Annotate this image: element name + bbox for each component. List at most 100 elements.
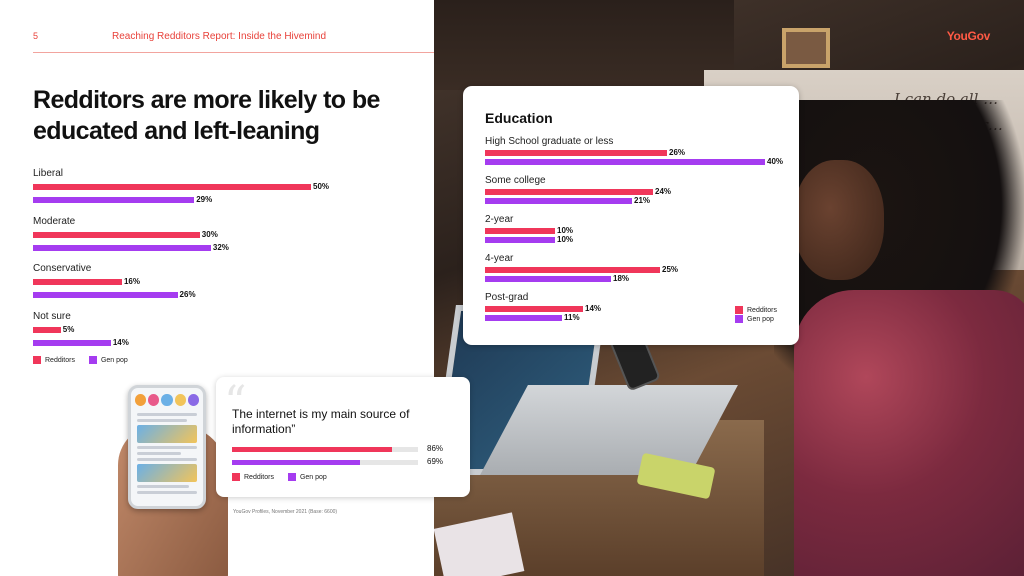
legend-item: Redditors xyxy=(232,473,274,481)
legend-label: Redditors xyxy=(244,473,274,481)
phone-mockup xyxy=(128,385,206,509)
internet-source-card: “ The internet is my main source of info… xyxy=(216,377,470,497)
avatar xyxy=(187,394,200,406)
bar-value-label: 86% xyxy=(427,444,444,453)
bar xyxy=(485,198,632,204)
category-label: Not sure xyxy=(33,310,71,322)
report-title: Reaching Redditors Report: Inside the Hi… xyxy=(112,31,326,42)
legend-label: Redditors xyxy=(45,356,75,364)
bar-value-label: 10% xyxy=(557,226,574,235)
bar xyxy=(33,279,122,285)
legend-item: Gen pop xyxy=(735,315,774,323)
avatar xyxy=(174,394,186,406)
legend-item: Redditors xyxy=(33,356,75,364)
category-label: Conservative xyxy=(33,263,92,274)
bar xyxy=(33,292,178,298)
bar-value-label: 5% xyxy=(62,324,75,334)
photo-frame xyxy=(782,28,830,68)
story-avatars xyxy=(131,388,203,410)
quote-text: The internet is my main source of inform… xyxy=(232,407,410,436)
bar xyxy=(485,306,583,312)
bar-value-label: 50% xyxy=(313,182,330,191)
legend-label: Gen pop xyxy=(100,356,128,364)
legend-item: Redditors xyxy=(735,306,777,314)
bar-value-label: 29% xyxy=(196,195,213,204)
page-number: 5 xyxy=(33,31,39,41)
bar xyxy=(33,244,211,251)
bar-value-label: 16% xyxy=(123,277,140,286)
bar xyxy=(33,197,195,203)
bar-value-label: 32% xyxy=(212,242,229,252)
legend-swatch xyxy=(33,356,41,364)
bar xyxy=(232,447,392,452)
chart-legend: Redditors Gen pop xyxy=(33,356,142,364)
legend-swatch xyxy=(232,473,240,481)
bar-track xyxy=(232,460,418,465)
avatar xyxy=(161,394,173,406)
feed-line xyxy=(137,419,187,422)
chart-legend: Redditors Gen pop xyxy=(232,473,341,481)
bar xyxy=(33,231,200,238)
quote-mark-icon: “ xyxy=(224,377,247,428)
legend-label: Gen pop xyxy=(747,315,774,323)
education-chart: High School graduate or less 26% 40% Some c… xyxy=(485,136,791,336)
brand-logo: YouGov xyxy=(946,29,991,43)
bar-value-label: 69% xyxy=(427,457,444,466)
bar-value-label: 30% xyxy=(201,229,218,239)
category-label: Some college xyxy=(485,175,546,186)
bar xyxy=(33,339,111,346)
bar-value-label: 10% xyxy=(557,235,574,244)
feed-line xyxy=(137,485,189,488)
feed-line xyxy=(137,452,181,455)
background-photo: I can do all … through Chr… strengt… xyxy=(434,0,1024,576)
phone-in-hand-illustration xyxy=(118,385,228,576)
bar xyxy=(485,267,660,273)
bar xyxy=(33,326,61,333)
feed-image xyxy=(137,425,197,443)
bar xyxy=(485,315,562,321)
feed-line xyxy=(137,413,197,416)
bar-value-label: 14% xyxy=(585,304,602,313)
bar xyxy=(485,189,653,195)
page-headline: Redditors are more likely to be educated… xyxy=(33,86,380,145)
bar-value-label: 21% xyxy=(634,196,651,205)
feed-line xyxy=(137,491,197,494)
bar xyxy=(232,460,361,465)
photo-shelf xyxy=(434,0,734,90)
category-label: Post-grad xyxy=(485,292,529,303)
chart-legend: Redditors Gen pop xyxy=(735,306,791,324)
category-label: Moderate xyxy=(33,215,76,227)
legend-label: Redditors xyxy=(747,306,777,314)
legend-swatch xyxy=(735,315,743,323)
bar-value-label: 40% xyxy=(767,157,784,166)
bar xyxy=(485,237,555,243)
bar-value-label: 26% xyxy=(669,148,686,157)
bar-value-label: 26% xyxy=(179,290,196,299)
legend-swatch xyxy=(735,306,743,314)
bar-value-label: 18% xyxy=(613,274,630,283)
legend-swatch xyxy=(88,356,97,364)
legend-swatch xyxy=(287,473,296,481)
legend-item: Gen pop xyxy=(287,473,327,481)
category-label: 4-year xyxy=(485,253,514,264)
bar-value-label: 25% xyxy=(662,265,679,274)
bar-value-label: 24% xyxy=(655,187,672,196)
education-title: Education xyxy=(485,110,553,126)
political-leaning-chart: Liberal 50% 29% Moderate 30% 32% Conservative 1… xyxy=(33,168,393,378)
feed-image xyxy=(137,464,197,482)
bar xyxy=(485,150,667,156)
category-label: Liberal xyxy=(33,168,64,179)
bar-value-label: 11% xyxy=(564,313,580,322)
source-note: YouGov Profiles, November 2021 (Base: 66… xyxy=(233,509,338,515)
avatar xyxy=(148,394,160,406)
bar xyxy=(33,184,311,190)
bar-track xyxy=(232,447,418,452)
category-label: 2-year xyxy=(485,214,514,225)
photo-person-body xyxy=(794,290,1024,576)
bar xyxy=(485,276,611,282)
feed-line xyxy=(137,446,197,449)
bar-value-label: 14% xyxy=(112,337,129,347)
legend-item: Gen pop xyxy=(88,356,128,364)
bar xyxy=(485,228,555,234)
education-card: Education High School graduate or less 26… xyxy=(463,86,799,345)
